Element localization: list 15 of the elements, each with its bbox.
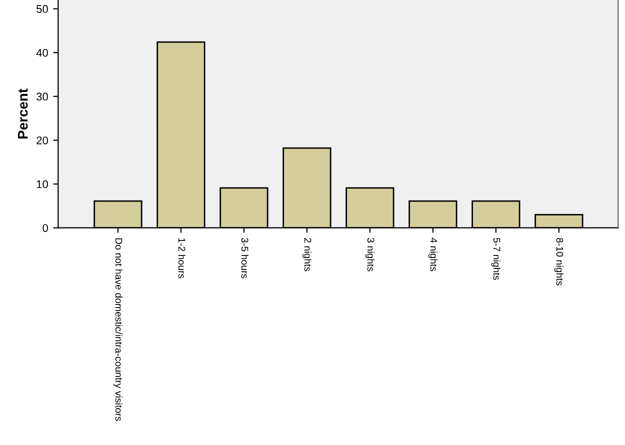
x-tick-label: 5-7 nights bbox=[491, 238, 500, 280]
y-tick-label: 20 bbox=[36, 136, 48, 144]
x-tick-label: Do not have domestic/intra-country visitors bbox=[113, 238, 122, 421]
x-tick-label: 3-5 hours bbox=[241, 238, 248, 278]
y-axis-title: Percent bbox=[18, 88, 28, 138]
x-tick-label: 2 nights bbox=[302, 238, 312, 272]
y-tick-label: 0 bbox=[42, 224, 48, 232]
x-tick-label: 1-2 hours bbox=[178, 238, 186, 278]
y-tick-label: 40 bbox=[36, 48, 48, 57]
x-tick-label: 8-10 nights bbox=[554, 238, 564, 286]
y-tick-label: 30 bbox=[36, 92, 48, 101]
x-tick-label: 4 nights bbox=[428, 238, 438, 272]
y-tick-label: 50 bbox=[36, 5, 48, 13]
y-tick-label: 10 bbox=[36, 180, 48, 188]
x-tick-label: 3 nights bbox=[365, 238, 374, 272]
